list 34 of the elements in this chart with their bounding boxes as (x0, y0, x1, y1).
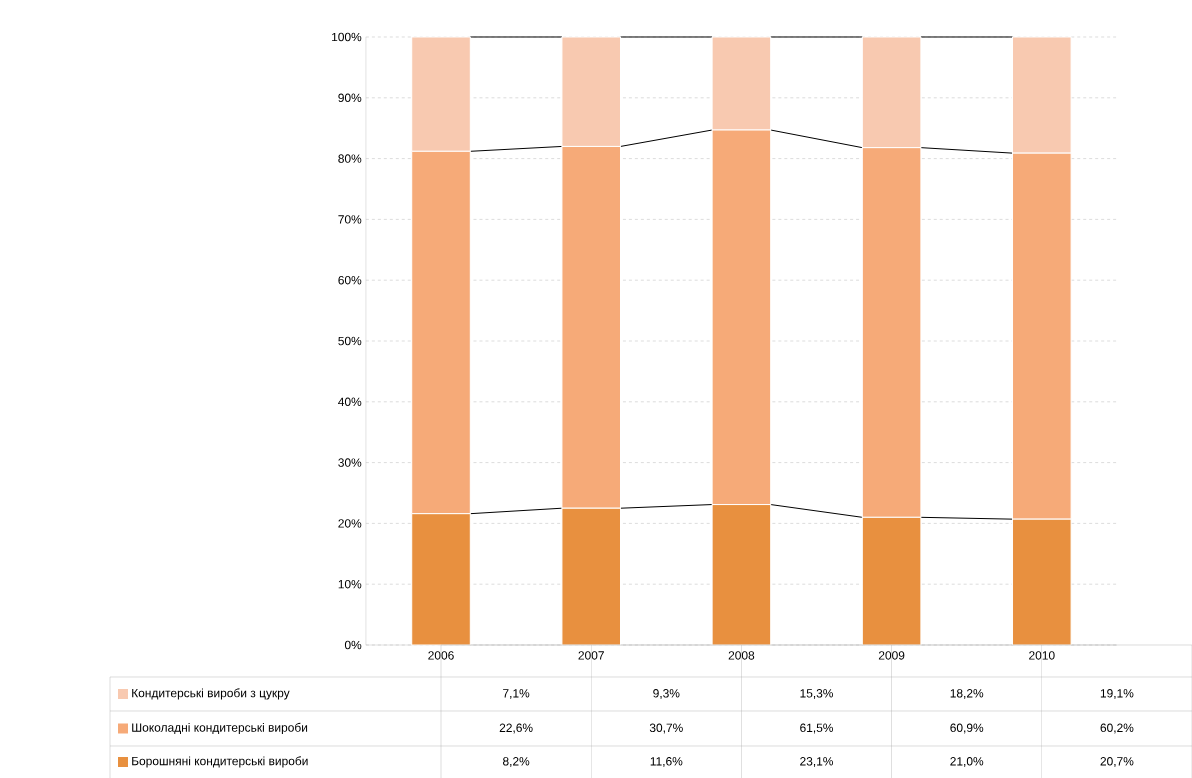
x-tick-label: 2006 (428, 651, 454, 660)
y-tick-label: 80% (338, 154, 362, 163)
y-tick-label: 100% (332, 32, 362, 42)
text: 60,9% (950, 723, 984, 734)
text: 15,3% (800, 689, 834, 699)
y-tick-label: 70% (338, 215, 362, 224)
text: 8,2% (503, 757, 530, 767)
y-tick-label: 0% (344, 640, 362, 650)
legend-label: Борошняні кондитерські вироби (132, 756, 308, 768)
y-tick-label: 10% (338, 579, 362, 589)
text: 60,2% (1100, 723, 1134, 734)
text: 20,7% (1100, 757, 1134, 767)
text: 9,3% (653, 689, 680, 699)
text: 19,1% (1100, 689, 1134, 699)
y-tick-label: 60% (338, 275, 362, 285)
x-tick-label: 2009 (878, 651, 905, 660)
text: 22,6% (499, 723, 533, 734)
text: 18,2% (950, 689, 984, 699)
text: 61,5% (800, 723, 834, 734)
y-tick-label: 30% (338, 458, 362, 467)
x-tick-label: 2008 (728, 651, 755, 660)
text: 23,1% (800, 757, 834, 767)
y-tick-label: 50% (338, 336, 362, 346)
legend-label: Шоколадні кондитерські вироби (132, 722, 308, 735)
x-tick-label: 2010 (1029, 651, 1055, 660)
x-tick-label: 2007 (578, 651, 604, 660)
y-tick-label: 90% (338, 93, 362, 103)
text: 7,1% (503, 689, 530, 699)
text: 11,6% (650, 757, 683, 767)
y-tick-label: 40% (338, 397, 362, 407)
text: 30,7% (649, 723, 683, 734)
y-tick-label: 20% (338, 519, 362, 528)
text: 21,0% (950, 757, 984, 767)
legend-label: Кондитерські вироби з цукру (132, 688, 290, 700)
